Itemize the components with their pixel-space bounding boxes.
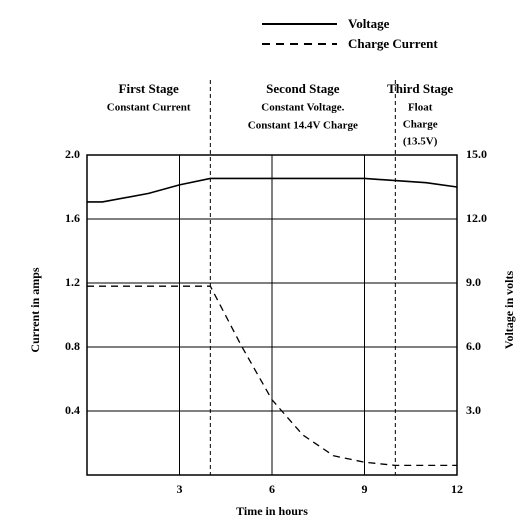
y2-tick-label: 12.0 <box>466 211 487 225</box>
stage-note: Constant Current <box>107 102 191 114</box>
stage-title: Third Stage <box>387 81 453 96</box>
x-tick-label: 6 <box>269 482 275 496</box>
y-tick-label: 2.0 <box>65 147 80 161</box>
y2-tick-label: 9.0 <box>466 275 481 289</box>
stage-note: Constant 14.4V Charge <box>248 120 358 132</box>
stage-note: Constant Voltage. <box>261 102 344 114</box>
y-tick-label: 1.6 <box>65 211 80 225</box>
stage-note: (13.5V) <box>403 136 438 148</box>
y-axis-title: Current in amps <box>28 267 42 352</box>
y2-tick-label: 6.0 <box>466 339 481 353</box>
y-tick-label: 0.4 <box>65 403 80 417</box>
y2-axis-title: Voltage in volts <box>502 271 516 350</box>
x-tick-label: 3 <box>177 482 183 496</box>
y2-tick-label: 3.0 <box>466 403 481 417</box>
x-tick-label: 12 <box>451 482 463 496</box>
y-tick-label: 0.8 <box>65 339 80 353</box>
legend-label: Voltage <box>348 16 390 31</box>
stage-note: Float <box>408 102 433 114</box>
stage-note: Charge <box>403 119 438 131</box>
stage-title: Second Stage <box>266 81 340 96</box>
y2-tick-label: 15.0 <box>466 147 487 161</box>
series-line <box>87 285 457 467</box>
x-tick-label: 9 <box>362 482 368 496</box>
series-line <box>87 177 458 203</box>
legend-label: Charge Current <box>348 36 438 51</box>
stage-title: First Stage <box>119 81 180 96</box>
y-tick-label: 1.2 <box>65 275 80 289</box>
x-axis-title: Time in hours <box>236 504 308 518</box>
plot-frame <box>86 154 458 476</box>
